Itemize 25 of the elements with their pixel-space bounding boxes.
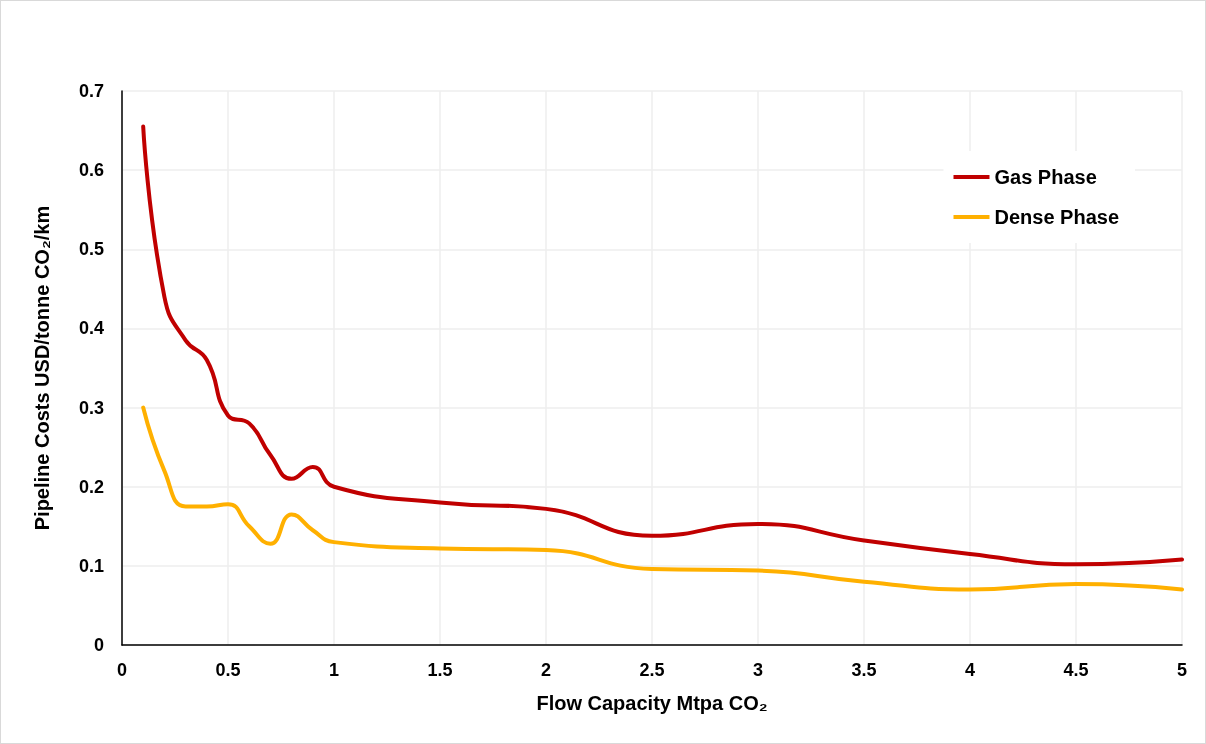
y-tick-label: 0.2 — [78, 476, 104, 497]
legend-label: Gas Phase — [994, 166, 1097, 188]
line-series — [141, 124, 1184, 567]
y-tick-label: 0.4 — [78, 318, 104, 339]
y-tick-label: 0.1 — [78, 555, 104, 576]
y-tick-label: 0.6 — [78, 160, 104, 181]
x-tick-label: 2.5 — [639, 660, 665, 680]
y-tick-label: 0.5 — [78, 239, 104, 260]
x-tick-label: 5 — [1176, 660, 1188, 680]
x-tick-label: 3 — [752, 660, 764, 680]
y-axis-title: Pipeline Costs USD/tonne CO₂/km — [31, 205, 53, 531]
x-tick-label: 3.5 — [851, 660, 877, 680]
x-tick-label: 1.5 — [427, 660, 453, 680]
x-tick-label: 0 — [116, 660, 128, 680]
x-tick-label: 4 — [964, 660, 976, 680]
x-tick-label: 0.5 — [215, 660, 241, 680]
x-tick-label: 4.5 — [1063, 660, 1089, 680]
x-tick-label: 2 — [540, 660, 552, 680]
x-tick-label: 1 — [328, 660, 340, 680]
x-axis-title: Flow Capacity Mtpa CO₂ — [536, 692, 768, 714]
legend-label: Dense Phase — [994, 206, 1119, 228]
line-series — [141, 405, 1184, 592]
y-tick-label: 0 — [93, 635, 104, 655]
y-tick-label: 0.3 — [78, 397, 104, 418]
y-tick-label: 0.7 — [78, 81, 104, 101]
